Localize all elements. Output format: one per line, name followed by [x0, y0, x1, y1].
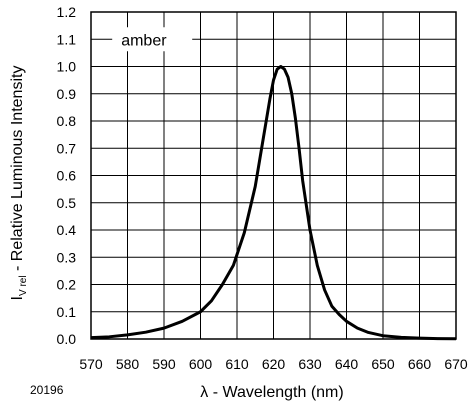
- x-axis-title: λ - Wavelength (nm): [200, 384, 343, 401]
- x-tick-label: 640: [335, 356, 359, 372]
- y-tick-labels: 0.0 0.1 0.2 0.3 0.4 0.5 0.6 0.7 0.8 0.9 1.0 1.1 1.2: [57, 4, 77, 347]
- y-tick-label: 0.6: [57, 168, 77, 184]
- y-tick-label: 1.1: [57, 31, 77, 47]
- y-axis-title-text: - Relative Luminous Intensity: [9, 66, 26, 276]
- y-tick-label: 0.2: [57, 277, 77, 293]
- y-tick-label: 0.0: [57, 331, 77, 347]
- legend-background: [112, 27, 193, 52]
- x-tick-label: 660: [408, 356, 432, 372]
- x-tick-label: 600: [189, 356, 213, 372]
- y-tick-label: 1.0: [57, 59, 77, 75]
- legend: amber: [112, 27, 193, 52]
- y-tick-label: 1.2: [57, 4, 77, 20]
- y-axis-title-symbol: I: [9, 296, 26, 300]
- x-tick-label: 590: [152, 356, 176, 372]
- y-tick-label: 0.9: [57, 86, 77, 102]
- y-tick-label: 0.3: [57, 249, 77, 265]
- series-line-amber: [90, 65, 457, 341]
- y-axis-title-subscript: V rel: [18, 275, 29, 296]
- x-tick-label: 580: [116, 356, 140, 372]
- x-tick-label: 650: [371, 356, 395, 372]
- y-tick-label: 0.4: [57, 222, 77, 238]
- y-tick-label: 0.1: [57, 304, 77, 320]
- x-tick-label: 630: [298, 356, 322, 372]
- curve-layer: [90, 65, 457, 341]
- x-tick-labels: 570 580 590 600 610 620 630 640 650 660 670: [79, 356, 468, 372]
- y-tick-label: 0.5: [57, 195, 77, 211]
- y-tick-label: 0.8: [57, 113, 77, 129]
- x-tick-label: 670: [444, 356, 468, 372]
- grid: [91, 12, 456, 339]
- plot-frame: [90, 11, 457, 340]
- y-tick-label: 0.7: [57, 140, 77, 156]
- x-tick-label: 620: [262, 356, 286, 372]
- legend-label-amber: amber: [121, 32, 167, 49]
- x-tick-label: 570: [79, 356, 103, 372]
- figure-id: 20196: [30, 383, 64, 397]
- y-axis-title: IV rel - Relative Luminous Intensity: [9, 66, 29, 301]
- x-tick-label: 610: [225, 356, 249, 372]
